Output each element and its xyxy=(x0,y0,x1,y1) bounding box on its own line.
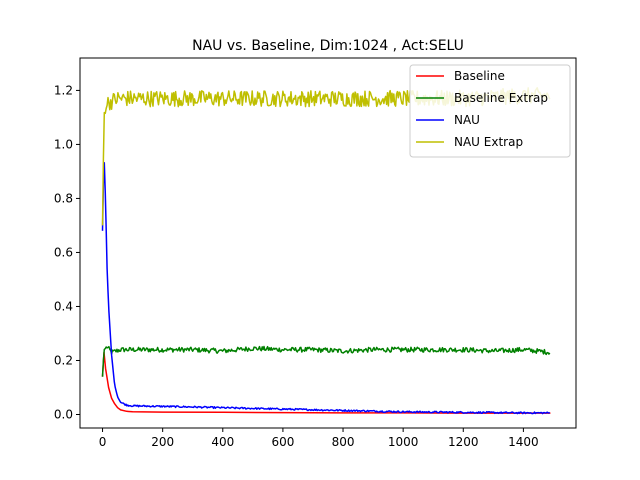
y-tick-label: 0.4 xyxy=(54,299,73,313)
y-tick-label: 1.0 xyxy=(54,137,73,151)
x-tick-label: 1200 xyxy=(448,435,479,449)
series-line-3 xyxy=(101,162,551,415)
x-tick-label: 600 xyxy=(271,435,294,449)
legend: Baseline Baseline Extrap NAU NAU Extrap xyxy=(409,64,571,158)
series-line-2 xyxy=(101,345,551,377)
plot-frame xyxy=(79,57,577,429)
chart-title: NAU vs. Baseline, Dim:1024 , Act:SELU xyxy=(192,38,464,54)
x-tick-label: 800 xyxy=(332,435,355,449)
x-tick-label: 0 xyxy=(99,435,107,449)
series-layer xyxy=(101,87,551,415)
y-axis: 0.0 0.2 0.4 0.6 0.8 1.0 1.2 xyxy=(54,83,80,421)
legend-label: Baseline Extrap xyxy=(454,91,548,105)
y-tick-label: 0.2 xyxy=(54,353,73,367)
legend-label: NAU Extrap xyxy=(454,135,523,149)
y-tick-label: 0.0 xyxy=(54,407,73,421)
legend-label: Baseline xyxy=(454,69,505,83)
x-axis: 0 200 400 600 800 1000 1200 1400 xyxy=(99,428,539,449)
y-tick-label: 0.8 xyxy=(54,191,73,205)
y-tick-label: 0.6 xyxy=(54,245,73,259)
x-tick-label: 400 xyxy=(211,435,234,449)
x-tick-label: 1400 xyxy=(508,435,539,449)
legend-label: NAU xyxy=(454,113,480,127)
legend-box xyxy=(409,64,571,158)
y-tick-label: 1.2 xyxy=(54,83,73,97)
x-tick-label: 200 xyxy=(151,435,174,449)
x-tick-label: 1000 xyxy=(388,435,419,449)
